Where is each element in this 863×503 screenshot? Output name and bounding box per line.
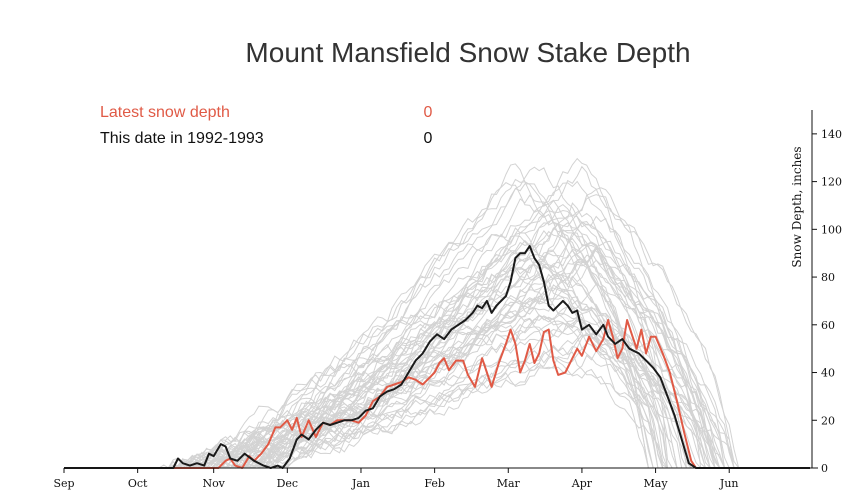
y-tick-label: 0 (821, 462, 828, 475)
y-axis-label: Snow Depth, inches (790, 146, 804, 267)
historical-season-line (64, 163, 810, 469)
y-tick-label: 60 (821, 319, 835, 332)
x-tick-label: Dec (277, 477, 299, 490)
y-tick-label: 40 (821, 367, 835, 380)
series-lines (64, 245, 810, 469)
historical-season-line (64, 235, 810, 469)
legend-date-value: 0 (424, 130, 433, 147)
chart-title: Mount Mansfield Snow Stake Depth (245, 37, 690, 68)
x-tick-label: Feb (424, 477, 445, 490)
historical-season-lines (64, 157, 810, 469)
y-tick-label: 80 (821, 271, 835, 284)
legend-latest-value: 0 (424, 104, 433, 121)
historical-season-line (64, 241, 810, 469)
this-season-line (64, 245, 810, 469)
historical-season-line (64, 230, 810, 469)
y-tick-label: 140 (821, 128, 842, 141)
x-tick-label: Mar (497, 477, 521, 490)
historical-season-line (64, 165, 810, 469)
x-tick-label: Nov (202, 477, 225, 490)
x-tick-label: Sep (53, 477, 74, 490)
latest-season-line (64, 319, 810, 469)
y-axis: 0 20 40 60 80 100 120 140 (811, 110, 842, 475)
x-tick-label: Jan (351, 477, 370, 490)
legend-latest-label: Latest snow depth (100, 104, 230, 121)
x-tick-label: May (644, 477, 669, 490)
y-tick-label: 100 (821, 223, 842, 236)
y-tick-label: 120 (821, 176, 842, 189)
x-tick-label: Apr (571, 477, 593, 490)
x-tick-label: Jun (719, 477, 739, 490)
legend-date-label: This date in 1992-1993 (100, 130, 264, 147)
y-tick-label: 20 (821, 414, 835, 427)
historical-season-line (64, 166, 810, 469)
x-tick-label: Oct (128, 477, 148, 490)
legend: Latest snow depth 0 This date in 1992-19… (100, 104, 433, 147)
x-axis: Sep Oct Nov Dec Jan Feb Mar Apr May Jun (53, 467, 818, 490)
